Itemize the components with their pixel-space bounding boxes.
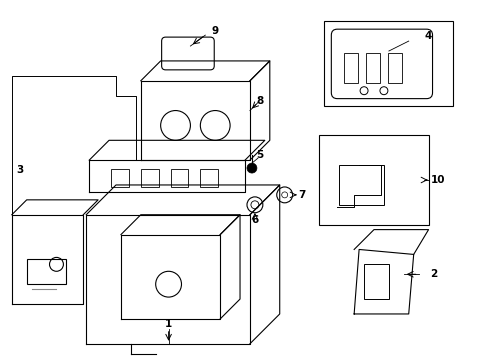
Bar — [366, 53, 379, 83]
Text: 6: 6 — [251, 215, 258, 225]
Bar — [339, 165, 383, 205]
Bar — [27, 260, 66, 284]
Bar — [344, 53, 357, 83]
Bar — [141, 169, 158, 187]
Bar — [387, 53, 401, 83]
Text: 9: 9 — [211, 26, 218, 36]
Bar — [200, 169, 218, 187]
Text: 7: 7 — [297, 190, 305, 200]
Circle shape — [246, 163, 256, 173]
Bar — [111, 169, 129, 187]
Text: 4: 4 — [424, 31, 431, 41]
Text: 2: 2 — [429, 269, 436, 279]
Bar — [170, 169, 188, 187]
Text: 8: 8 — [256, 96, 263, 105]
Text: 1: 1 — [164, 319, 172, 329]
Text: 10: 10 — [430, 175, 445, 185]
Bar — [319, 135, 427, 225]
Bar — [324, 21, 452, 105]
Text: 5: 5 — [256, 150, 263, 160]
Text: 3: 3 — [16, 165, 23, 175]
Bar — [364, 264, 388, 299]
